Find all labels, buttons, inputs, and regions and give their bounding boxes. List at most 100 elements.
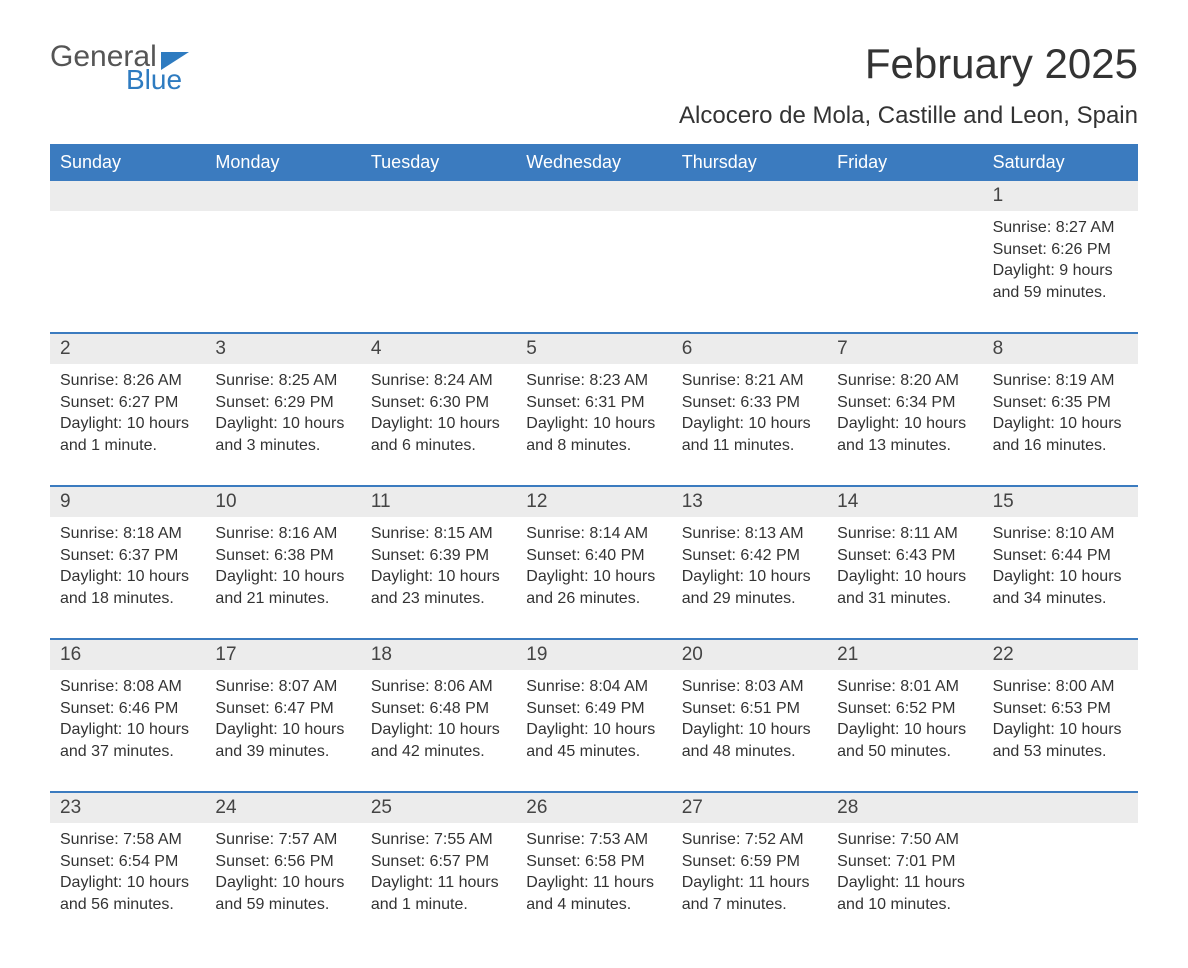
daylight-text: Daylight: 10 hours and 31 minutes.	[837, 566, 972, 609]
logo-top: General	[50, 40, 189, 74]
sunrise-text: Sunrise: 8:13 AM	[682, 523, 817, 545]
day-cell: Sunrise: 8:27 AMSunset: 6:26 PMDaylight:…	[983, 211, 1138, 316]
day-cell: Sunrise: 8:19 AMSunset: 6:35 PMDaylight:…	[983, 364, 1138, 469]
day-number	[672, 181, 827, 211]
sunset-text: Sunset: 6:39 PM	[371, 545, 506, 567]
day-cell: Sunrise: 8:14 AMSunset: 6:40 PMDaylight:…	[516, 517, 671, 622]
sunrise-text: Sunrise: 8:01 AM	[837, 676, 972, 698]
day-cell: Sunrise: 8:04 AMSunset: 6:49 PMDaylight:…	[516, 670, 671, 775]
daylight-text: Daylight: 10 hours and 37 minutes.	[60, 719, 195, 762]
daylight-text: Daylight: 10 hours and 53 minutes.	[993, 719, 1128, 762]
day-cell: Sunrise: 7:58 AMSunset: 6:54 PMDaylight:…	[50, 823, 205, 928]
day-cell: Sunrise: 8:25 AMSunset: 6:29 PMDaylight:…	[205, 364, 360, 469]
daylight-text: Daylight: 10 hours and 16 minutes.	[993, 413, 1128, 456]
sunset-text: Sunset: 6:56 PM	[215, 851, 350, 873]
daylight-text: Daylight: 10 hours and 56 minutes.	[60, 872, 195, 915]
daylight-text: Daylight: 11 hours and 1 minute.	[371, 872, 506, 915]
day-cell: Sunrise: 7:55 AMSunset: 6:57 PMDaylight:…	[361, 823, 516, 928]
week-block: 2345678Sunrise: 8:26 AMSunset: 6:27 PMDa…	[50, 332, 1138, 469]
daylight-text: Daylight: 10 hours and 48 minutes.	[682, 719, 817, 762]
daylight-text: Daylight: 9 hours and 59 minutes.	[993, 260, 1128, 303]
sunrise-text: Sunrise: 7:52 AM	[682, 829, 817, 851]
day-number	[516, 181, 671, 211]
day-number: 9	[50, 487, 205, 517]
week-body-row: Sunrise: 8:26 AMSunset: 6:27 PMDaylight:…	[50, 364, 1138, 469]
day-cell: Sunrise: 8:13 AMSunset: 6:42 PMDaylight:…	[672, 517, 827, 622]
day-number-row: 16171819202122	[50, 640, 1138, 670]
sunrise-text: Sunrise: 8:20 AM	[837, 370, 972, 392]
day-cell	[827, 211, 982, 316]
sunset-text: Sunset: 6:44 PM	[993, 545, 1128, 567]
sunset-text: Sunset: 6:48 PM	[371, 698, 506, 720]
daylight-text: Daylight: 11 hours and 7 minutes.	[682, 872, 817, 915]
day-cell: Sunrise: 8:07 AMSunset: 6:47 PMDaylight:…	[205, 670, 360, 775]
daylight-text: Daylight: 10 hours and 13 minutes.	[837, 413, 972, 456]
day-number: 12	[516, 487, 671, 517]
sunset-text: Sunset: 6:34 PM	[837, 392, 972, 414]
day-header: Saturday	[983, 144, 1138, 181]
sunrise-text: Sunrise: 8:10 AM	[993, 523, 1128, 545]
day-cell: Sunrise: 8:16 AMSunset: 6:38 PMDaylight:…	[205, 517, 360, 622]
day-number: 5	[516, 334, 671, 364]
sunset-text: Sunset: 6:26 PM	[993, 239, 1128, 261]
day-number: 6	[672, 334, 827, 364]
sunrise-text: Sunrise: 7:57 AM	[215, 829, 350, 851]
week-body-row: Sunrise: 8:18 AMSunset: 6:37 PMDaylight:…	[50, 517, 1138, 622]
daylight-text: Daylight: 10 hours and 3 minutes.	[215, 413, 350, 456]
week-body-row: Sunrise: 8:08 AMSunset: 6:46 PMDaylight:…	[50, 670, 1138, 775]
daylight-text: Daylight: 10 hours and 11 minutes.	[682, 413, 817, 456]
day-cell	[205, 211, 360, 316]
sunset-text: Sunset: 6:46 PM	[60, 698, 195, 720]
logo: General Blue	[50, 40, 189, 96]
sunrise-text: Sunrise: 8:24 AM	[371, 370, 506, 392]
day-cell: Sunrise: 8:03 AMSunset: 6:51 PMDaylight:…	[672, 670, 827, 775]
sunrise-text: Sunrise: 8:03 AM	[682, 676, 817, 698]
day-cell	[672, 211, 827, 316]
sunset-text: Sunset: 6:35 PM	[993, 392, 1128, 414]
day-number	[50, 181, 205, 211]
day-cell: Sunrise: 8:00 AMSunset: 6:53 PMDaylight:…	[983, 670, 1138, 775]
day-cell: Sunrise: 8:20 AMSunset: 6:34 PMDaylight:…	[827, 364, 982, 469]
day-cell: Sunrise: 7:52 AMSunset: 6:59 PMDaylight:…	[672, 823, 827, 928]
day-number: 15	[983, 487, 1138, 517]
sunset-text: Sunset: 6:53 PM	[993, 698, 1128, 720]
day-number	[205, 181, 360, 211]
day-number: 24	[205, 793, 360, 823]
logo-triangle-icon	[161, 52, 189, 70]
sunset-text: Sunset: 7:01 PM	[837, 851, 972, 873]
day-number: 23	[50, 793, 205, 823]
day-cell	[516, 211, 671, 316]
sunset-text: Sunset: 6:30 PM	[371, 392, 506, 414]
day-cell: Sunrise: 7:57 AMSunset: 6:56 PMDaylight:…	[205, 823, 360, 928]
sunset-text: Sunset: 6:54 PM	[60, 851, 195, 873]
day-number: 25	[361, 793, 516, 823]
week-block: 232425262728Sunrise: 7:58 AMSunset: 6:54…	[50, 791, 1138, 928]
week-block: 16171819202122Sunrise: 8:08 AMSunset: 6:…	[50, 638, 1138, 775]
day-number: 11	[361, 487, 516, 517]
sunset-text: Sunset: 6:29 PM	[215, 392, 350, 414]
page-title: February 2025	[865, 40, 1138, 88]
sunrise-text: Sunrise: 8:27 AM	[993, 217, 1128, 239]
day-number: 16	[50, 640, 205, 670]
day-number-row: 232425262728	[50, 793, 1138, 823]
sunrise-text: Sunrise: 8:15 AM	[371, 523, 506, 545]
sunrise-text: Sunrise: 8:25 AM	[215, 370, 350, 392]
day-number: 7	[827, 334, 982, 364]
day-number: 18	[361, 640, 516, 670]
sunset-text: Sunset: 6:51 PM	[682, 698, 817, 720]
sunset-text: Sunset: 6:31 PM	[526, 392, 661, 414]
daylight-text: Daylight: 10 hours and 50 minutes.	[837, 719, 972, 762]
sunset-text: Sunset: 6:38 PM	[215, 545, 350, 567]
day-number: 17	[205, 640, 360, 670]
sunset-text: Sunset: 6:27 PM	[60, 392, 195, 414]
day-cell: Sunrise: 8:21 AMSunset: 6:33 PMDaylight:…	[672, 364, 827, 469]
sunrise-text: Sunrise: 8:18 AM	[60, 523, 195, 545]
daylight-text: Daylight: 10 hours and 59 minutes.	[215, 872, 350, 915]
day-cell	[983, 823, 1138, 928]
day-cell	[361, 211, 516, 316]
day-cell: Sunrise: 8:06 AMSunset: 6:48 PMDaylight:…	[361, 670, 516, 775]
day-number-row: 1	[50, 181, 1138, 211]
header: General Blue February 2025	[50, 40, 1138, 96]
sunrise-text: Sunrise: 8:06 AM	[371, 676, 506, 698]
daylight-text: Daylight: 10 hours and 29 minutes.	[682, 566, 817, 609]
